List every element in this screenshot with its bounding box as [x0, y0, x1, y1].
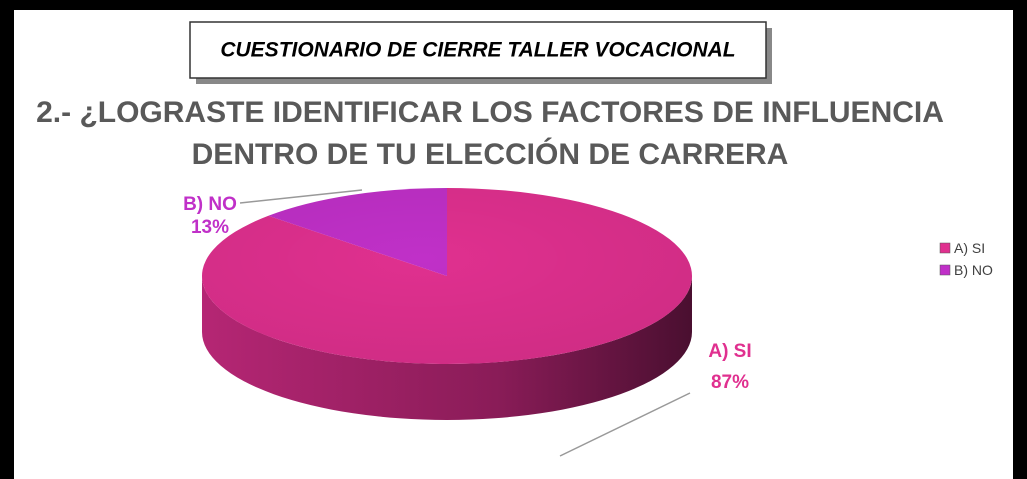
- data-label: A) SI: [708, 341, 751, 362]
- data-label: 87%: [711, 372, 749, 393]
- header-text: CUESTIONARIO DE CIERRE TALLER VOCACIONAL: [220, 39, 735, 62]
- leader-line: [559, 392, 691, 457]
- chart-title: DENTRO DE TU ELECCIÓN DE CARRERA: [192, 137, 789, 171]
- legend-label: A) SI: [954, 240, 985, 256]
- frame: [1013, 0, 1027, 479]
- frame: [0, 0, 1027, 10]
- chart-title: 2.- ¿LOGRASTE IDENTIFICAR LOS FACTORES D…: [36, 96, 944, 129]
- legend-label: B) NO: [954, 262, 993, 278]
- pie: [201, 188, 692, 420]
- header-box: [189, 21, 767, 79]
- frame: [0, 0, 14, 479]
- pie-side: [202, 276, 692, 420]
- data-label: 13%: [191, 217, 229, 238]
- legend-swatch: [939, 264, 951, 276]
- pie-shade: [202, 188, 692, 364]
- legend-swatch: [939, 242, 951, 254]
- legend: A) SI B) NO: [939, 240, 993, 278]
- data-label: B) NO: [183, 194, 237, 215]
- leader-line: [239, 189, 363, 204]
